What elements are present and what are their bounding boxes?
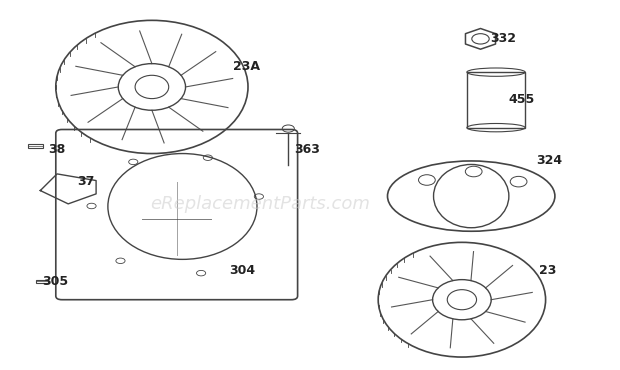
Text: 363: 363	[294, 143, 321, 157]
Text: 37: 37	[78, 175, 95, 188]
Text: 23A: 23A	[232, 60, 260, 73]
Text: 455: 455	[508, 93, 534, 107]
Text: 304: 304	[229, 263, 255, 277]
Text: 38: 38	[48, 143, 66, 157]
Text: 332: 332	[490, 32, 516, 46]
Text: eReplacementParts.com: eReplacementParts.com	[151, 195, 370, 212]
Bar	[28, 144, 43, 148]
Text: 324: 324	[536, 154, 562, 168]
Text: 23: 23	[539, 263, 557, 277]
Bar	[467, 72, 525, 128]
Text: 305: 305	[42, 275, 68, 288]
Bar	[36, 280, 48, 283]
